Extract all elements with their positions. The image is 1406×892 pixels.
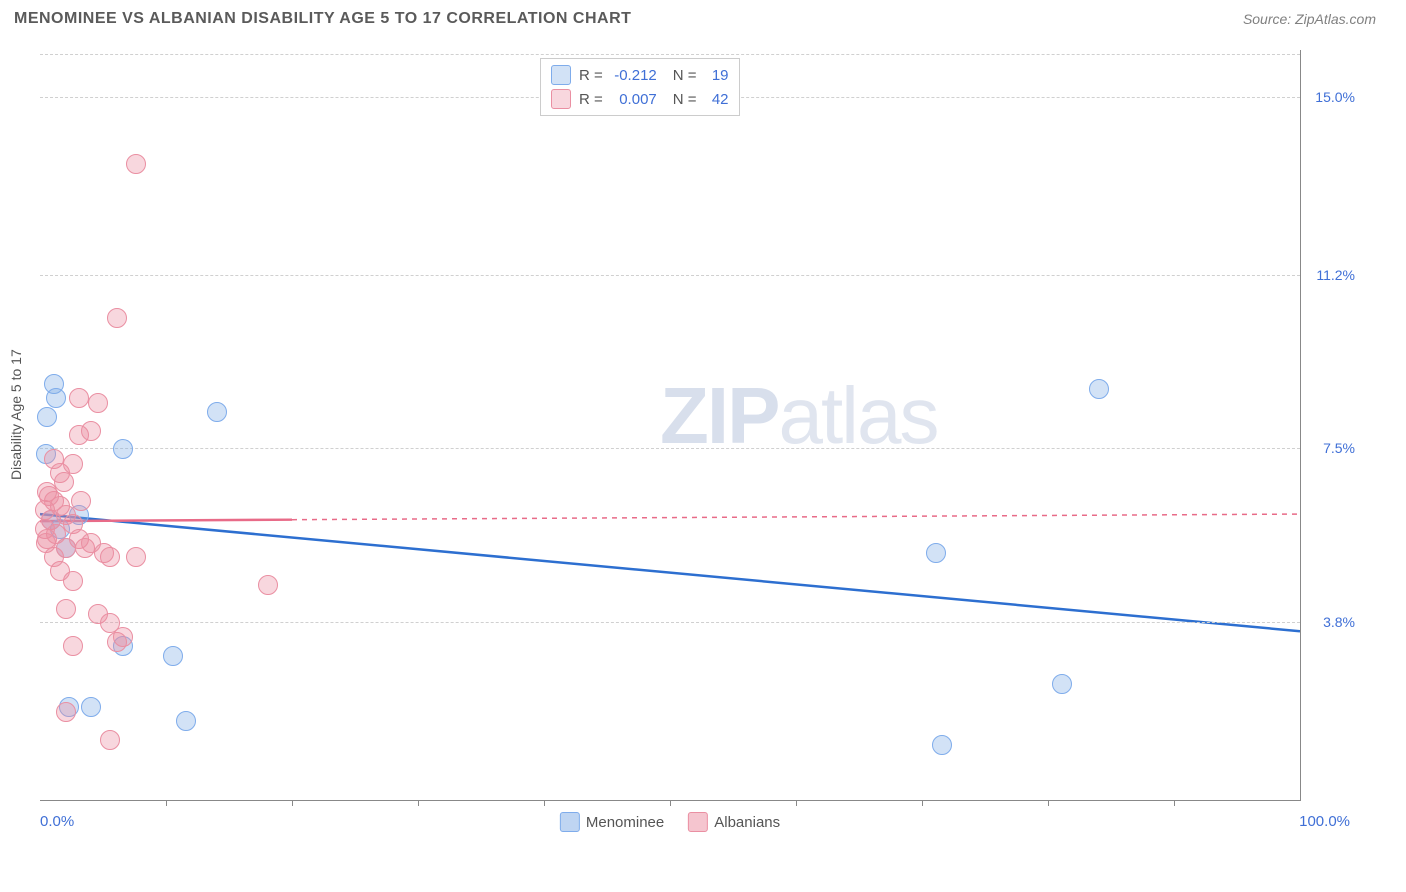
data-point — [81, 697, 101, 717]
x-tick — [922, 800, 923, 806]
x-axis-min-label: 0.0% — [40, 813, 74, 830]
y-tick-label: 3.8% — [1323, 614, 1355, 630]
y-axis-label: Disability Age 5 to 17 — [8, 349, 24, 480]
grid-line — [40, 275, 1300, 276]
grid-line — [40, 448, 1300, 449]
legend-n-label: N = — [673, 91, 697, 108]
data-point — [39, 486, 59, 506]
x-tick — [1174, 800, 1175, 806]
data-point — [107, 308, 127, 328]
watermark-zip: ZIP — [660, 371, 778, 460]
data-point — [926, 543, 946, 563]
legend-swatch — [560, 812, 580, 832]
x-axis-max-label: 100.0% — [1299, 813, 1350, 830]
data-point — [63, 454, 83, 474]
data-point — [56, 702, 76, 722]
chart-header: MENOMINEE VS ALBANIAN DISABILITY AGE 5 T… — [0, 0, 1406, 28]
y-tick-label: 11.2% — [1316, 267, 1355, 283]
x-tick — [292, 800, 293, 806]
data-point — [113, 627, 133, 647]
legend-n-label: N = — [673, 67, 697, 84]
data-point — [44, 547, 64, 567]
data-point — [88, 393, 108, 413]
data-point — [113, 439, 133, 459]
data-point — [100, 730, 120, 750]
grid-line — [40, 622, 1300, 623]
data-point — [56, 599, 76, 619]
legend-r-label: R = — [579, 91, 603, 108]
chart-source: Source: ZipAtlas.com — [1243, 11, 1376, 27]
legend-swatch — [551, 89, 571, 109]
data-point — [63, 636, 83, 656]
legend-item: Albanians — [688, 812, 780, 832]
data-point — [126, 154, 146, 174]
chart-title: MENOMINEE VS ALBANIAN DISABILITY AGE 5 T… — [14, 10, 631, 28]
chart-container: Disability Age 5 to 17 ZIPatlas R = -0.2… — [40, 50, 1360, 830]
x-tick — [796, 800, 797, 806]
x-tick — [1048, 800, 1049, 806]
data-point — [1052, 674, 1072, 694]
legend-label: Menominee — [586, 814, 664, 831]
x-tick — [166, 800, 167, 806]
grid-line — [40, 54, 1300, 55]
y-tick-label: 15.0% — [1315, 89, 1355, 105]
data-point — [163, 646, 183, 666]
legend-swatch — [688, 812, 708, 832]
legend-swatch — [551, 65, 571, 85]
data-point — [207, 402, 227, 422]
x-tick — [544, 800, 545, 806]
legend-r-value: -0.212 — [611, 67, 657, 84]
data-point — [932, 735, 952, 755]
data-point — [126, 547, 146, 567]
data-point — [37, 407, 57, 427]
data-point — [81, 421, 101, 441]
x-tick — [670, 800, 671, 806]
legend-r-value: 0.007 — [611, 91, 657, 108]
legend-n-value: 42 — [705, 91, 729, 108]
legend-stat-row: R = -0.212 N = 19 — [551, 63, 729, 87]
data-point — [1089, 379, 1109, 399]
legend-stat-row: R = 0.007 N = 42 — [551, 87, 729, 111]
data-point — [54, 472, 74, 492]
data-point — [176, 711, 196, 731]
legend-item: Menominee — [560, 812, 664, 832]
data-point — [258, 575, 278, 595]
series-legend: Menominee Albanians — [560, 812, 780, 832]
data-point — [100, 547, 120, 567]
trend-lines — [40, 50, 1300, 800]
data-point — [46, 388, 66, 408]
legend-label: Albanians — [714, 814, 780, 831]
x-tick — [418, 800, 419, 806]
y-tick-label: 7.5% — [1323, 440, 1355, 456]
plot-area: ZIPatlas R = -0.212 N = 19 R = 0.007 N = 42… — [40, 50, 1301, 801]
legend-r-label: R = — [579, 67, 603, 84]
legend-n-value: 19 — [705, 67, 729, 84]
correlation-legend: R = -0.212 N = 19 R = 0.007 N = 42 — [540, 58, 740, 116]
data-point — [63, 571, 83, 591]
data-point — [69, 388, 89, 408]
watermark-atlas: atlas — [778, 371, 937, 460]
data-point — [71, 491, 91, 511]
